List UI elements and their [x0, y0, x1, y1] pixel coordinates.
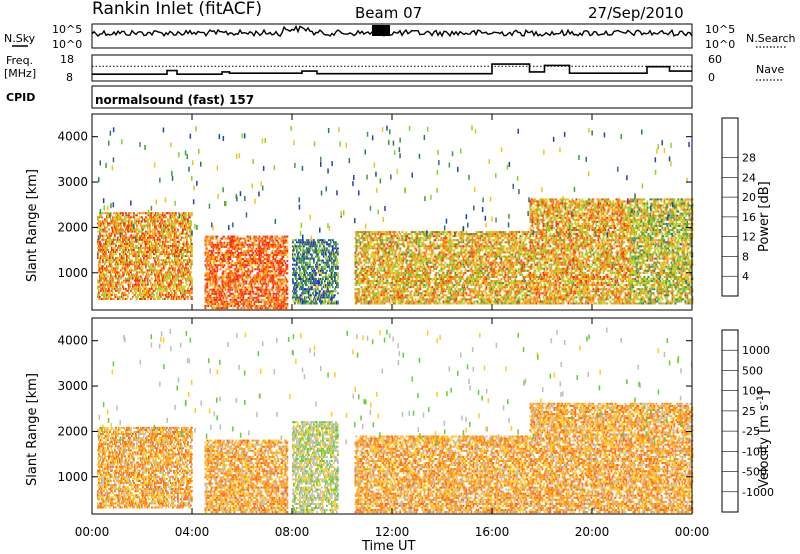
y-tick-label-4000: 4000 [57, 334, 88, 348]
y-tick-label-1000: 1000 [57, 266, 88, 280]
nsearch-label: N.Search [746, 32, 796, 45]
colorbar-tick-6: 500 [742, 364, 763, 377]
nsky-line [91, 24, 693, 38]
echo-region-4 [529, 198, 632, 305]
colorbar-tick-1: -500 [742, 466, 767, 479]
y-tick-label-2000: 2000 [57, 424, 88, 438]
freq-top-tick: 18 [60, 53, 74, 66]
freq-trace [92, 63, 692, 75]
freq-strip: Freq. [MHz] 18 8 60 0 Nave [4, 53, 784, 84]
power-echo-field [97, 125, 694, 310]
x-tick-label-6: 00:00 [675, 525, 710, 539]
x-tick-label-1: 04:00 [175, 525, 210, 539]
nsky-bottom-tick: 10^0 [52, 38, 82, 51]
velocity-colorbar: -1000 -500 -100 -25 25 100 500 1000 [721, 329, 774, 513]
sparse-echoes [97, 125, 690, 242]
velocity-echo-field [97, 327, 694, 514]
cpid-value: normalsound (fast) 157 [95, 93, 254, 107]
beam-title: Beam 07 [355, 4, 422, 22]
colorbar-frame [721, 329, 739, 513]
power-colorbar-label: Power [dB] [757, 181, 772, 252]
colorbar-tick-4: 20 [742, 191, 756, 204]
date-title: 27/Sep/2010 [588, 4, 684, 22]
echo-region-5 [629, 198, 694, 305]
nave-bottom-tick: 0 [708, 71, 715, 84]
x-tick-label-0: 00:00 [75, 525, 110, 539]
velocity-xlabel: Time UT [361, 539, 415, 554]
colorbar-tick-7: 1000 [742, 344, 770, 357]
x-tick-label-2: 08:00 [275, 525, 310, 539]
echo-region-2 [292, 421, 339, 514]
colorbar-tick-3: -25 [742, 425, 760, 438]
echo-region-0 [97, 426, 193, 509]
power-x-ticks [91, 114, 693, 310]
power-colorbar: 4 8 12 16 20 24 28 [721, 117, 756, 297]
nsky-label: N.Sky [4, 32, 36, 45]
x-tick-label-5: 20:00 [575, 525, 610, 539]
nave-top-tick: 60 [708, 53, 722, 66]
y-tick-label-3000: 3000 [57, 175, 88, 189]
nsearch-top-tick: 10^5 [705, 23, 735, 36]
sparse-echoes [98, 327, 693, 446]
echo-region-3 [354, 231, 532, 305]
colorbar-tick-3: 16 [742, 211, 756, 224]
echo-region-4 [529, 402, 694, 514]
colorbar-tick-0: -1000 [742, 486, 774, 499]
colorbar-tick-1: 8 [742, 250, 749, 263]
echo-region-2 [292, 239, 339, 305]
y-tick-label-1000: 1000 [57, 470, 88, 484]
colorbar-tick-2: -100 [742, 445, 767, 458]
power-panel: 1000 2000 3000 4000 Slant Range [km] [25, 113, 694, 311]
cpid-label: CPID [6, 91, 35, 104]
nsearch-bottom-tick: 10^0 [705, 38, 735, 51]
x-tick-label-3: 12:00 [375, 525, 410, 539]
velocity-ylabel: Slant Range [km] [25, 373, 40, 486]
nave-label: Nave [756, 63, 784, 76]
colorbar-tick-2: 12 [742, 231, 756, 244]
colorbar-frame [721, 117, 739, 297]
colorbar-tick-0: 4 [742, 270, 749, 283]
colorbar-tick-5: 100 [742, 385, 763, 398]
velocity-colorbar-label-main: Velocity [m s-1] [756, 390, 772, 488]
freq-label-line2: [MHz] [4, 67, 36, 80]
echo-region-1 [204, 235, 289, 310]
echo-region-0 [97, 212, 193, 300]
nsky-trace [91, 24, 693, 38]
y-tick-label-3000: 3000 [57, 379, 88, 393]
colorbar-tick-5: 24 [742, 171, 756, 184]
freq-label-line1: Freq. [6, 54, 33, 67]
x-tick-label-4: 16:00 [475, 525, 510, 539]
colorbar-tick-4: 25 [742, 405, 756, 418]
nsky-strip: N.Sky 10^5 10^0 10^5 10^0 N.Search [4, 23, 796, 51]
freq-bottom-tick: 8 [66, 71, 73, 84]
power-y-ticks: 1000 2000 3000 4000 [57, 130, 692, 280]
cpid-strip: CPID normalsound (fast) 157 [6, 85, 693, 109]
y-tick-label-2000: 2000 [57, 220, 88, 234]
velocity-x-ticks: 00:00 04:00 08:00 12:00 16:00 20:00 00:00 [75, 318, 710, 539]
colorbar-tick-6: 28 [742, 152, 756, 165]
echo-region-3 [354, 435, 532, 514]
power-ylabel: Slant Range [km] [25, 169, 40, 282]
velocity-y-ticks: 1000 2000 3000 4000 [57, 334, 692, 484]
nsky-top-tick: 10^5 [52, 23, 82, 36]
velocity-panel: 1000 2000 3000 4000 00:00 04:00 08:00 12:00 16:… [25, 317, 710, 554]
nsky-burst [372, 25, 390, 36]
y-tick-label-4000: 4000 [57, 130, 88, 144]
echo-region-1 [204, 439, 289, 514]
site-title: Rankin Inlet (fitACF) [92, 0, 262, 19]
